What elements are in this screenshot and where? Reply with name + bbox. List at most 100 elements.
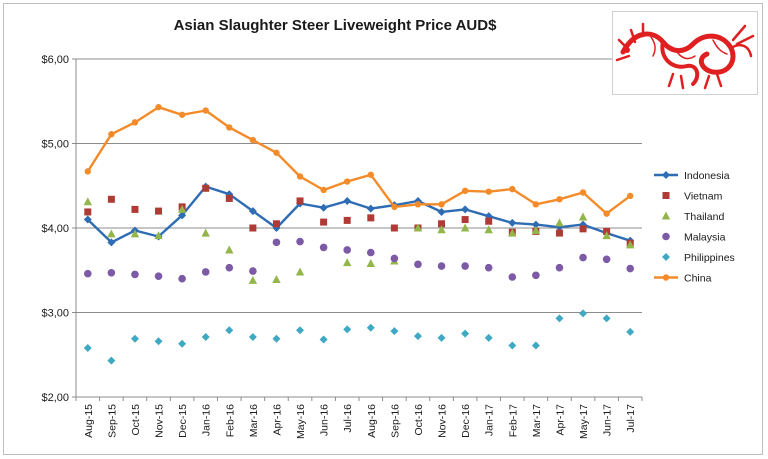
data-point-philippines <box>390 327 399 336</box>
data-point-thailand <box>177 204 187 213</box>
legend-marker <box>662 192 670 199</box>
axes: $2,00 $3,00 $4,00 $5,00 $6,00 Aug-15 Sep-15 Oct… <box>41 54 643 439</box>
x-tick-label: Dec-15 <box>177 404 189 438</box>
x-tick-label: Jan-17 <box>484 404 496 436</box>
data-point-china <box>579 189 587 196</box>
data-point-indonesia <box>107 238 116 247</box>
x-tick-label: Nov-15 <box>154 404 166 438</box>
data-point-malaysia <box>201 268 210 276</box>
data-point-vietnam <box>461 216 469 224</box>
data-point-thailand <box>508 228 517 237</box>
series-indonesia <box>83 182 635 247</box>
data-point-vietnam <box>84 208 92 216</box>
data-point-philippines <box>508 341 517 350</box>
x-tick-label: May-17 <box>578 404 590 439</box>
data-point-china <box>414 201 422 208</box>
data-point-thailand <box>343 258 352 267</box>
data-point-thailand <box>437 225 446 234</box>
data-point-philippines <box>626 327 635 336</box>
data-point-malaysia <box>366 248 375 257</box>
x-tick-label: Jun-16 <box>319 404 331 436</box>
data-point-thailand <box>154 231 163 240</box>
data-point-philippines <box>413 332 422 341</box>
data-point-malaysia <box>484 263 493 272</box>
chart-frame <box>3 3 763 455</box>
y-tick-label: $6,00 <box>41 54 69 66</box>
legend-marker <box>662 232 670 241</box>
data-point-indonesia <box>366 204 375 213</box>
x-tick-label: Jul-17 <box>625 404 637 433</box>
data-point-malaysia <box>296 237 304 246</box>
x-tick-label: Oct-16 <box>413 404 425 436</box>
data-point-thailand <box>248 275 258 284</box>
x-tick-label: Oct-15 <box>130 404 142 436</box>
data-point-malaysia <box>249 267 257 275</box>
x-tick-label: Feb-17 <box>507 404 519 437</box>
data-point-thailand <box>366 258 375 267</box>
data-point-thailand <box>130 229 140 238</box>
data-point-china <box>226 124 233 131</box>
data-point-philippines <box>484 333 493 342</box>
series-vietnam <box>84 184 634 247</box>
legend-marker <box>662 274 670 281</box>
data-point-china <box>556 196 563 203</box>
series-line-indonesia <box>86 185 631 244</box>
x-tick-label: Apr-16 <box>271 404 283 436</box>
legend-label: Thailand <box>684 211 724 223</box>
y-tick-label: $3,00 <box>41 308 69 320</box>
data-point-vietnam <box>485 217 493 225</box>
legend-item-philippines: Philippines <box>662 252 735 264</box>
x-tick-label: Jan-16 <box>201 404 213 436</box>
data-point-indonesia <box>343 196 352 205</box>
data-point-thailand <box>225 245 234 254</box>
data-point-thailand <box>295 267 305 276</box>
legend-label: China <box>684 273 712 285</box>
data-point-philippines <box>531 341 540 350</box>
series-thailand <box>83 197 635 284</box>
data-point-thailand <box>272 275 281 284</box>
data-point-vietnam <box>367 214 375 222</box>
y-tick-label: $5,00 <box>41 139 69 151</box>
x-tick-label: Dec-16 <box>460 404 472 438</box>
data-point-china <box>296 173 304 180</box>
data-point-vietnam <box>131 205 139 213</box>
data-point-philippines <box>579 309 588 318</box>
data-point-china <box>391 203 398 211</box>
series-line-china <box>86 106 631 215</box>
data-point-thailand <box>578 212 588 221</box>
data-point-philippines <box>83 343 92 352</box>
data-point-philippines <box>248 333 257 342</box>
data-point-malaysia <box>107 268 116 277</box>
series-china <box>84 103 634 217</box>
data-point-thailand <box>531 226 541 235</box>
data-point-malaysia <box>131 270 139 279</box>
legend-item-malaysia: Malaysia <box>662 232 726 244</box>
legend-label: Vietnam <box>684 191 723 203</box>
data-point-vietnam <box>320 218 328 226</box>
data-point-thailand <box>555 218 564 227</box>
data-point-malaysia <box>414 260 422 269</box>
data-point-philippines <box>154 337 163 346</box>
x-tick-label: Apr-17 <box>554 404 566 436</box>
data-point-china <box>603 210 610 217</box>
data-point-philippines <box>130 334 139 343</box>
data-point-china <box>627 192 634 200</box>
data-point-malaysia <box>626 264 635 273</box>
data-point-philippines <box>366 323 375 332</box>
series-malaysia <box>83 237 635 283</box>
y-tick-label: $4,00 <box>41 223 69 235</box>
legend-label: Philippines <box>684 252 735 264</box>
data-point-thailand <box>107 229 116 238</box>
data-point-china <box>438 201 445 208</box>
x-tick-label: Aug-15 <box>83 404 95 438</box>
data-point-china <box>178 111 186 118</box>
data-point-philippines <box>225 326 234 335</box>
data-point-vietnam <box>555 229 563 237</box>
data-point-malaysia <box>579 253 587 262</box>
data-point-malaysia <box>272 238 281 247</box>
data-point-china <box>485 188 492 195</box>
data-point-philippines <box>437 333 446 342</box>
data-point-malaysia <box>602 255 611 264</box>
x-tick-label: May-16 <box>295 404 307 439</box>
